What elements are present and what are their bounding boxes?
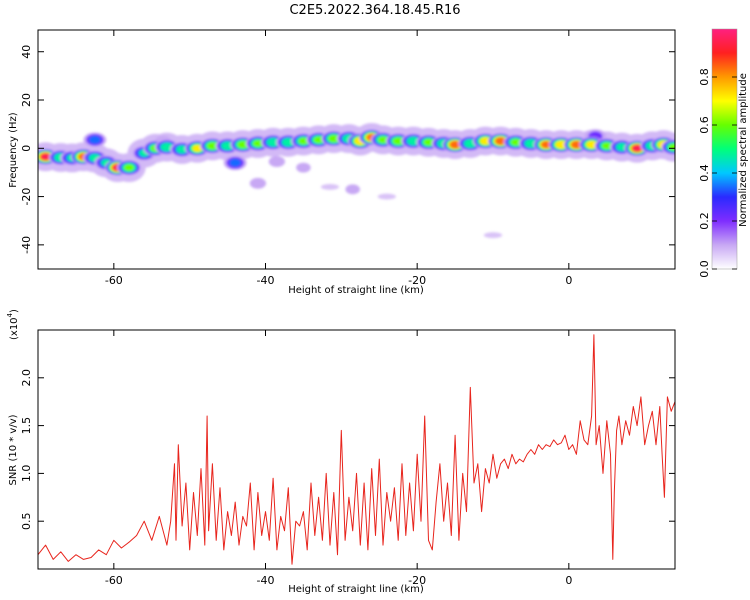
patch-8 — [483, 232, 503, 239]
snr-x-tick-label-3: 0 — [565, 574, 572, 587]
ridge-cell-45 — [661, 139, 675, 155]
patch-6 — [83, 132, 107, 148]
snr-y-scale-label: (x104) — [6, 309, 20, 340]
spectrogram-y-tick-label-0: -40 — [20, 236, 33, 254]
colorbar-tick-label-4: 0.8 — [698, 68, 711, 86]
snr-y-tick-label-0: 0.5 — [20, 512, 33, 530]
snr-y-tick-label-1: 1.0 — [20, 465, 33, 483]
colorbar-frame — [711, 28, 738, 270]
ridge-cell-7 — [116, 159, 142, 176]
patch-0 — [223, 155, 247, 171]
snr-panel: -60 -40 -20 0 0.5 1.0 1.5 2.0 Height of straig… — [6, 309, 676, 595]
snr-x-tick-label-1: -40 — [257, 574, 275, 587]
spectrogram-y-tick-label-1: -20 — [20, 188, 33, 206]
spectrogram-y-tick-label-4: 40 — [20, 45, 33, 59]
spectrogram-y-tick-label-2: 0 — [20, 145, 33, 152]
page-title: C2E5.2022.364.18.45.R16 — [289, 3, 460, 18]
spectrogram-x-tick-label-3: 0 — [565, 274, 572, 287]
ridge-cell-40 — [594, 138, 619, 154]
spectrogram-marks — [38, 122, 675, 239]
colorbar-label: Normalized spectral amplitude — [738, 73, 749, 227]
spectrogram-x-tick-label-1: -40 — [257, 274, 275, 287]
spectrogram-y-axis-label: Frequency (Hz) — [8, 112, 19, 188]
spectrogram-y-tick-label-3: 20 — [20, 93, 33, 107]
colorbar-tick-label-3: 0.6 — [698, 116, 711, 134]
ridge-cell-31 — [458, 135, 483, 152]
snr-x-axis-label: Height of straight line (km) — [288, 584, 424, 595]
spectrogram-x-axis: -60 -40 -20 0 — [105, 30, 572, 287]
spectrogram-frame — [37, 29, 676, 270]
colorbar-tick-label-1: 0.2 — [698, 212, 711, 230]
spectrogram-y-axis: -40 -20 0 20 40 — [20, 45, 675, 254]
snr-x-axis: -60 -40 -20 0 — [105, 330, 572, 587]
snr-y-axis-label: SNR (10 * v/v) — [8, 414, 19, 485]
snr-y-scale-exponent: 4 — [6, 312, 14, 317]
patch-1 — [268, 156, 286, 167]
snr-series-line — [38, 334, 675, 565]
spectrogram-panel: -60 -40 -20 0 -40 -20 0 20 40 Height of straigh… — [8, 29, 676, 296]
snr-x-tick-label-2: -20 — [408, 574, 426, 587]
colorbar-gradient — [712, 29, 737, 269]
patch-5 — [320, 184, 340, 190]
snr-y-tick-label-2: 1.5 — [20, 417, 33, 435]
snr-x-tick-label-0: -60 — [105, 574, 123, 587]
spectrogram-x-axis-label: Height of straight line (km) — [288, 285, 424, 296]
snr-frame — [37, 329, 676, 570]
patch-2 — [249, 177, 267, 189]
spectrogram-x-tick-label-0: -60 — [105, 274, 123, 287]
snr-y-axis: 0.5 1.0 1.5 2.0 — [20, 369, 675, 530]
colorbar-ticks: 0.0 0.2 0.4 0.6 0.8 — [698, 68, 737, 278]
snr-y-tick-label-3: 2.0 — [20, 369, 33, 387]
colorbar-tick-label-0: 0.0 — [698, 260, 711, 278]
spectrogram-x-tick-label-2: -20 — [408, 274, 426, 287]
colorbar: 0.0 0.2 0.4 0.6 0.8 Normalized spectral ampl… — [698, 28, 749, 278]
colorbar-tick-label-2: 0.4 — [698, 164, 711, 182]
patch-9 — [377, 193, 396, 200]
patch-4 — [345, 184, 360, 195]
patch-3 — [296, 162, 311, 173]
snr-y-scale-close: ) — [9, 309, 20, 313]
snr-plot-area — [38, 330, 675, 569]
snr-y-scale-prefix: (x10 — [9, 317, 20, 340]
